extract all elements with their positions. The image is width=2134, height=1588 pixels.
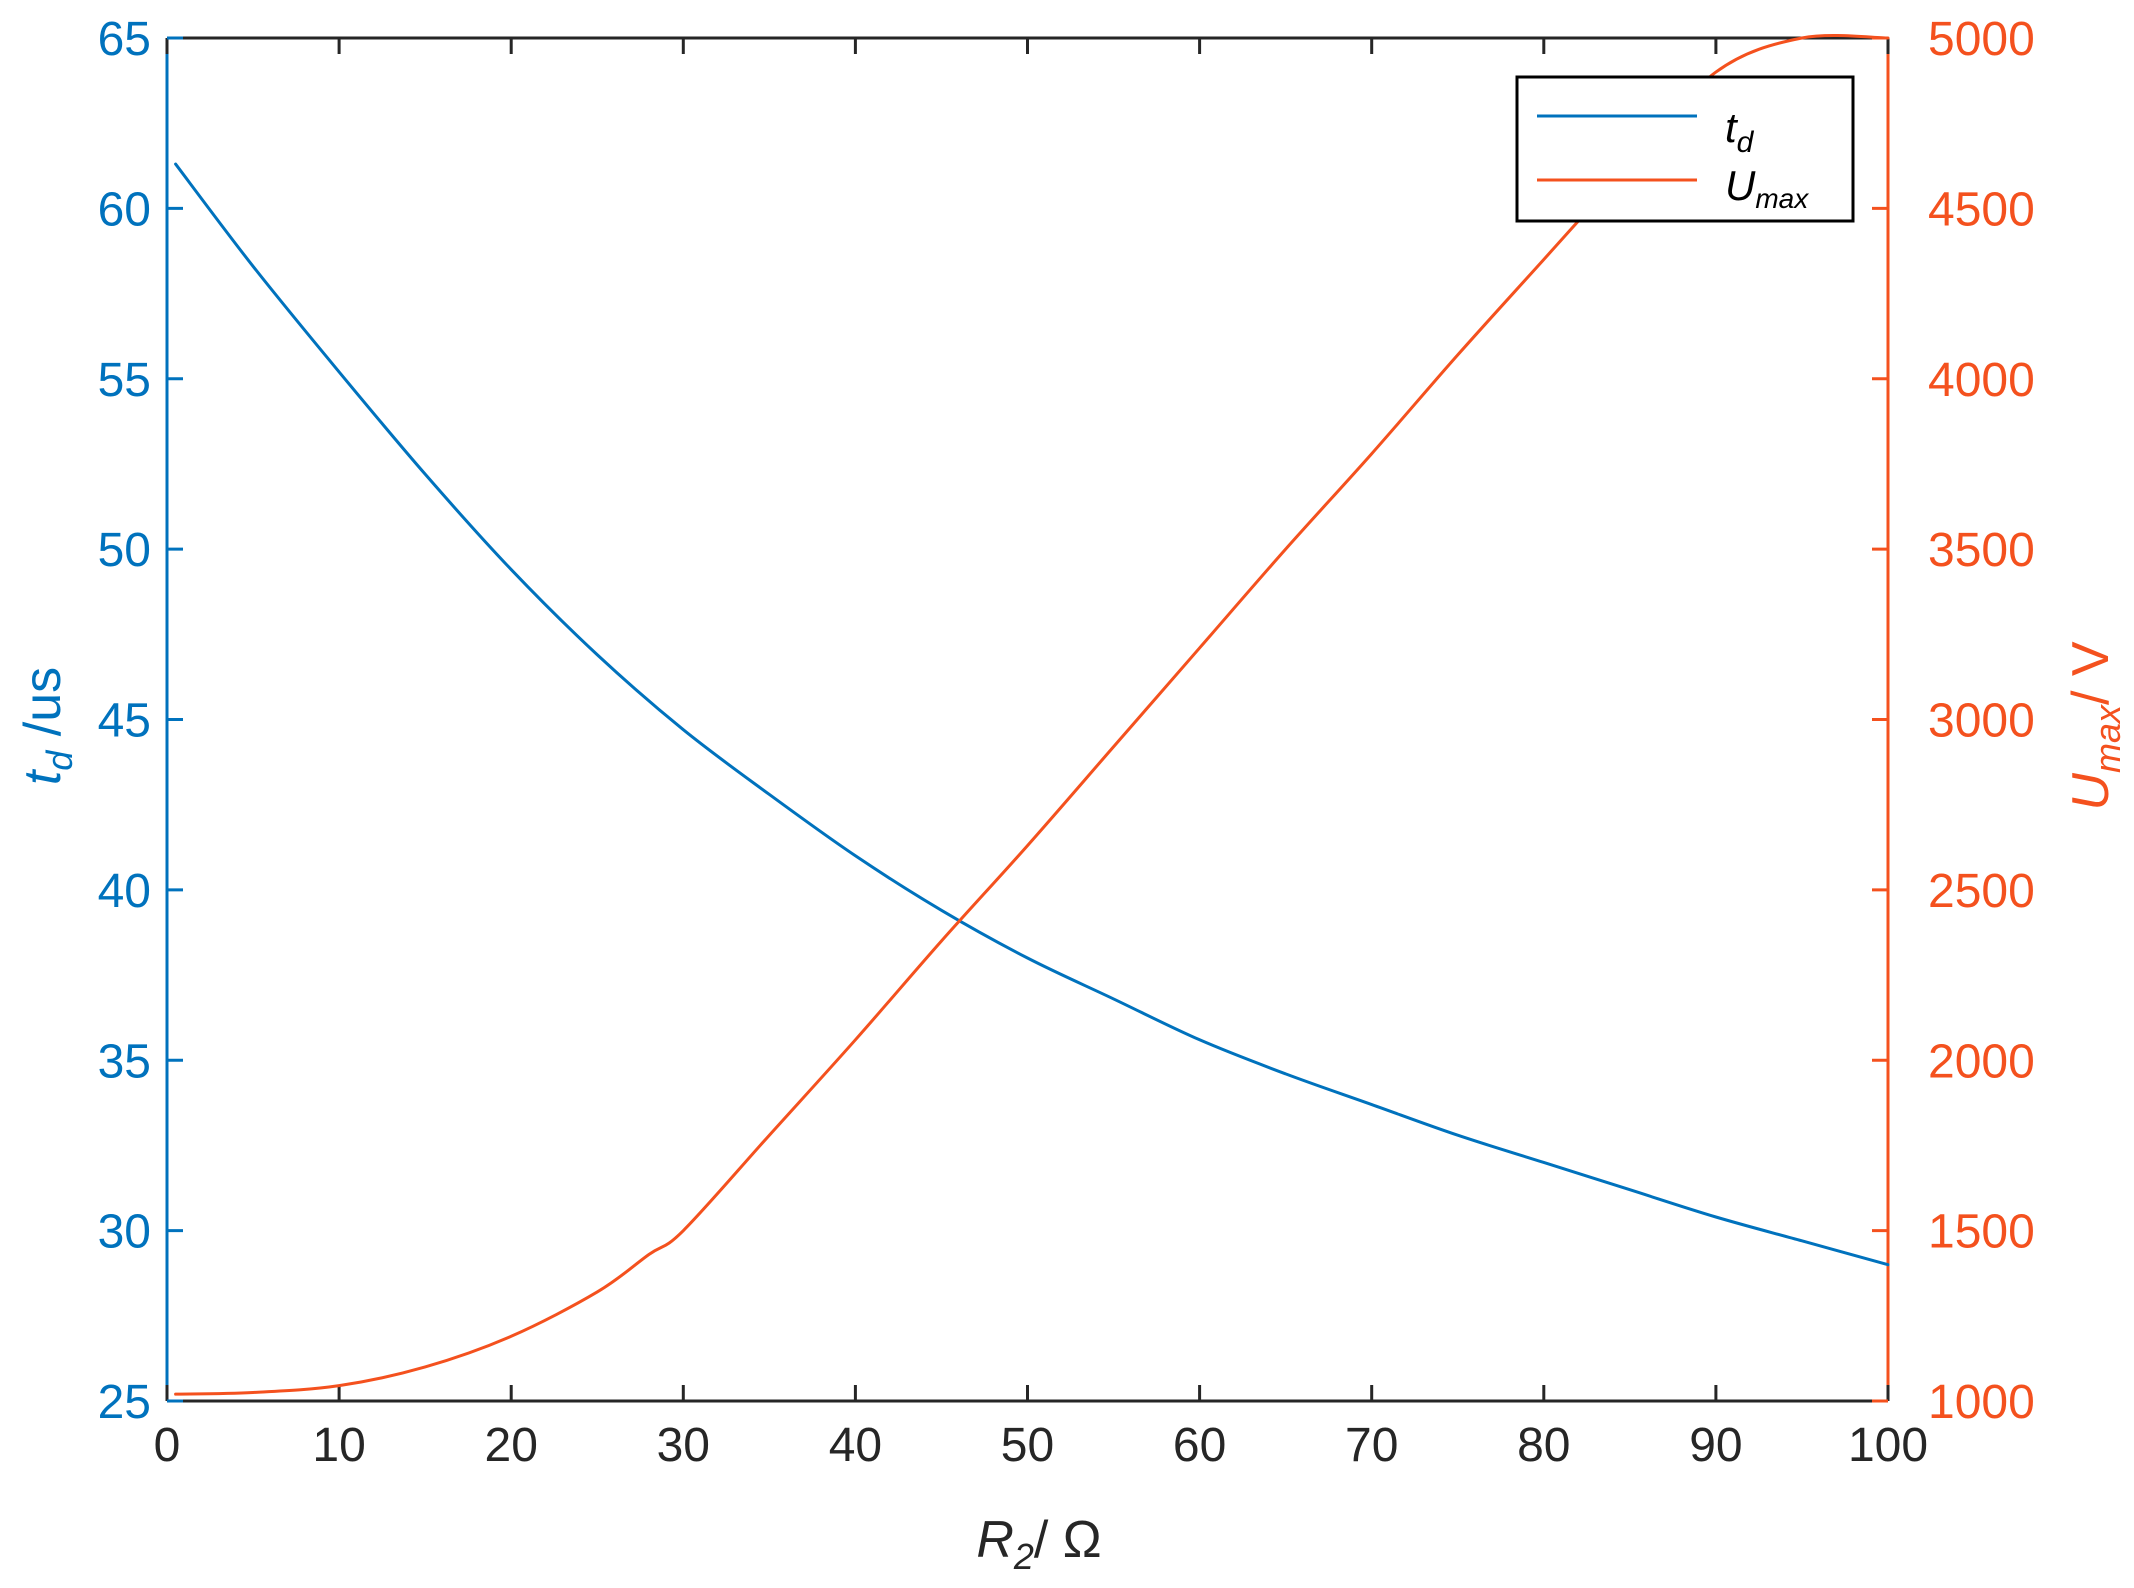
right-y-tick-label: 2000 <box>1928 1035 2035 1088</box>
x-tick-label: 80 <box>1517 1419 1570 1472</box>
left-y-axis-label-tail: /us <box>14 667 72 751</box>
right-y-axis-label-tail: / V <box>2062 641 2120 705</box>
plot-frame <box>165 36 1890 1403</box>
right-y-axis-label-sub: max <box>2087 703 2128 773</box>
x-axis-label: R2/ Ω <box>976 1511 1101 1577</box>
left-y-tick-label: 45 <box>98 695 151 748</box>
left-y-tick-label: 30 <box>98 1206 151 1259</box>
right-y-axis-label: Umax/ V <box>2062 641 2128 810</box>
left-y-axis-label: td /us <box>14 667 80 785</box>
legend: td Umax <box>1515 75 1855 223</box>
x-tick-label: 100 <box>1848 1419 1928 1472</box>
legend-label-u-max: Umax <box>1725 162 1809 214</box>
right-y-tick-label: 3000 <box>1928 695 2035 748</box>
x-tick-label: 30 <box>657 1419 710 1472</box>
x-tick-label: 20 <box>485 1419 538 1472</box>
left-y-axis-label-sub: d <box>39 750 80 771</box>
left-y-axis-ticks: 25 30 35 40 45 50 55 60 65 <box>98 13 183 1429</box>
x-tick-label: 50 <box>1001 1419 1054 1472</box>
right-y-axis-ticks: 1000 1500 2000 2500 3000 3500 4000 4500 5000 <box>1872 13 2035 1429</box>
right-y-tick-label: 3500 <box>1928 524 2035 577</box>
legend-label-t-d-main: t <box>1725 104 1739 151</box>
x-tick-label: 70 <box>1345 1419 1398 1472</box>
left-y-tick-label: 60 <box>98 183 151 236</box>
right-y-tick-label: 5000 <box>1928 13 2035 66</box>
legend-label-t-d: td <box>1725 104 1755 159</box>
legend-label-u-max-sub: max <box>1755 183 1809 214</box>
x-tick-label: 10 <box>312 1419 365 1472</box>
x-tick-label: 40 <box>829 1419 882 1472</box>
x-tick-label: 90 <box>1689 1419 1742 1472</box>
right-y-tick-label: 1500 <box>1928 1206 2035 1259</box>
legend-label-u-max-main: U <box>1725 162 1756 209</box>
legend-label-t-d-sub: d <box>1737 126 1755 159</box>
left-y-tick-label: 65 <box>98 13 151 66</box>
x-tick-label: 0 <box>154 1419 181 1472</box>
legend-box <box>1515 75 1855 223</box>
x-axis-label-sub: 2 <box>1013 1536 1034 1577</box>
left-y-tick-label: 35 <box>98 1035 151 1088</box>
right-y-tick-label: 4000 <box>1928 354 2035 407</box>
x-axis-label-tail: / Ω <box>1034 1511 1102 1569</box>
left-y-axis-label-main: t <box>14 768 72 785</box>
left-y-tick-label: 40 <box>98 865 151 918</box>
left-y-tick-label: 25 <box>98 1376 151 1429</box>
right-y-axis-label-main: U <box>2062 773 2120 811</box>
left-y-tick-label: 55 <box>98 354 151 407</box>
series-layer <box>174 33 1890 1396</box>
x-axis-ticks: 0 10 20 30 40 50 60 70 80 90 100 <box>154 38 1928 1472</box>
right-y-tick-label: 1000 <box>1928 1376 2035 1429</box>
series-line-t-d <box>174 162 1890 1267</box>
x-tick-label: 60 <box>1173 1419 1226 1472</box>
right-y-tick-label: 4500 <box>1928 183 2035 236</box>
x-axis-label-main: R <box>976 1511 1014 1569</box>
right-y-tick-label: 2500 <box>1928 865 2035 918</box>
left-y-tick-label: 50 <box>98 524 151 577</box>
